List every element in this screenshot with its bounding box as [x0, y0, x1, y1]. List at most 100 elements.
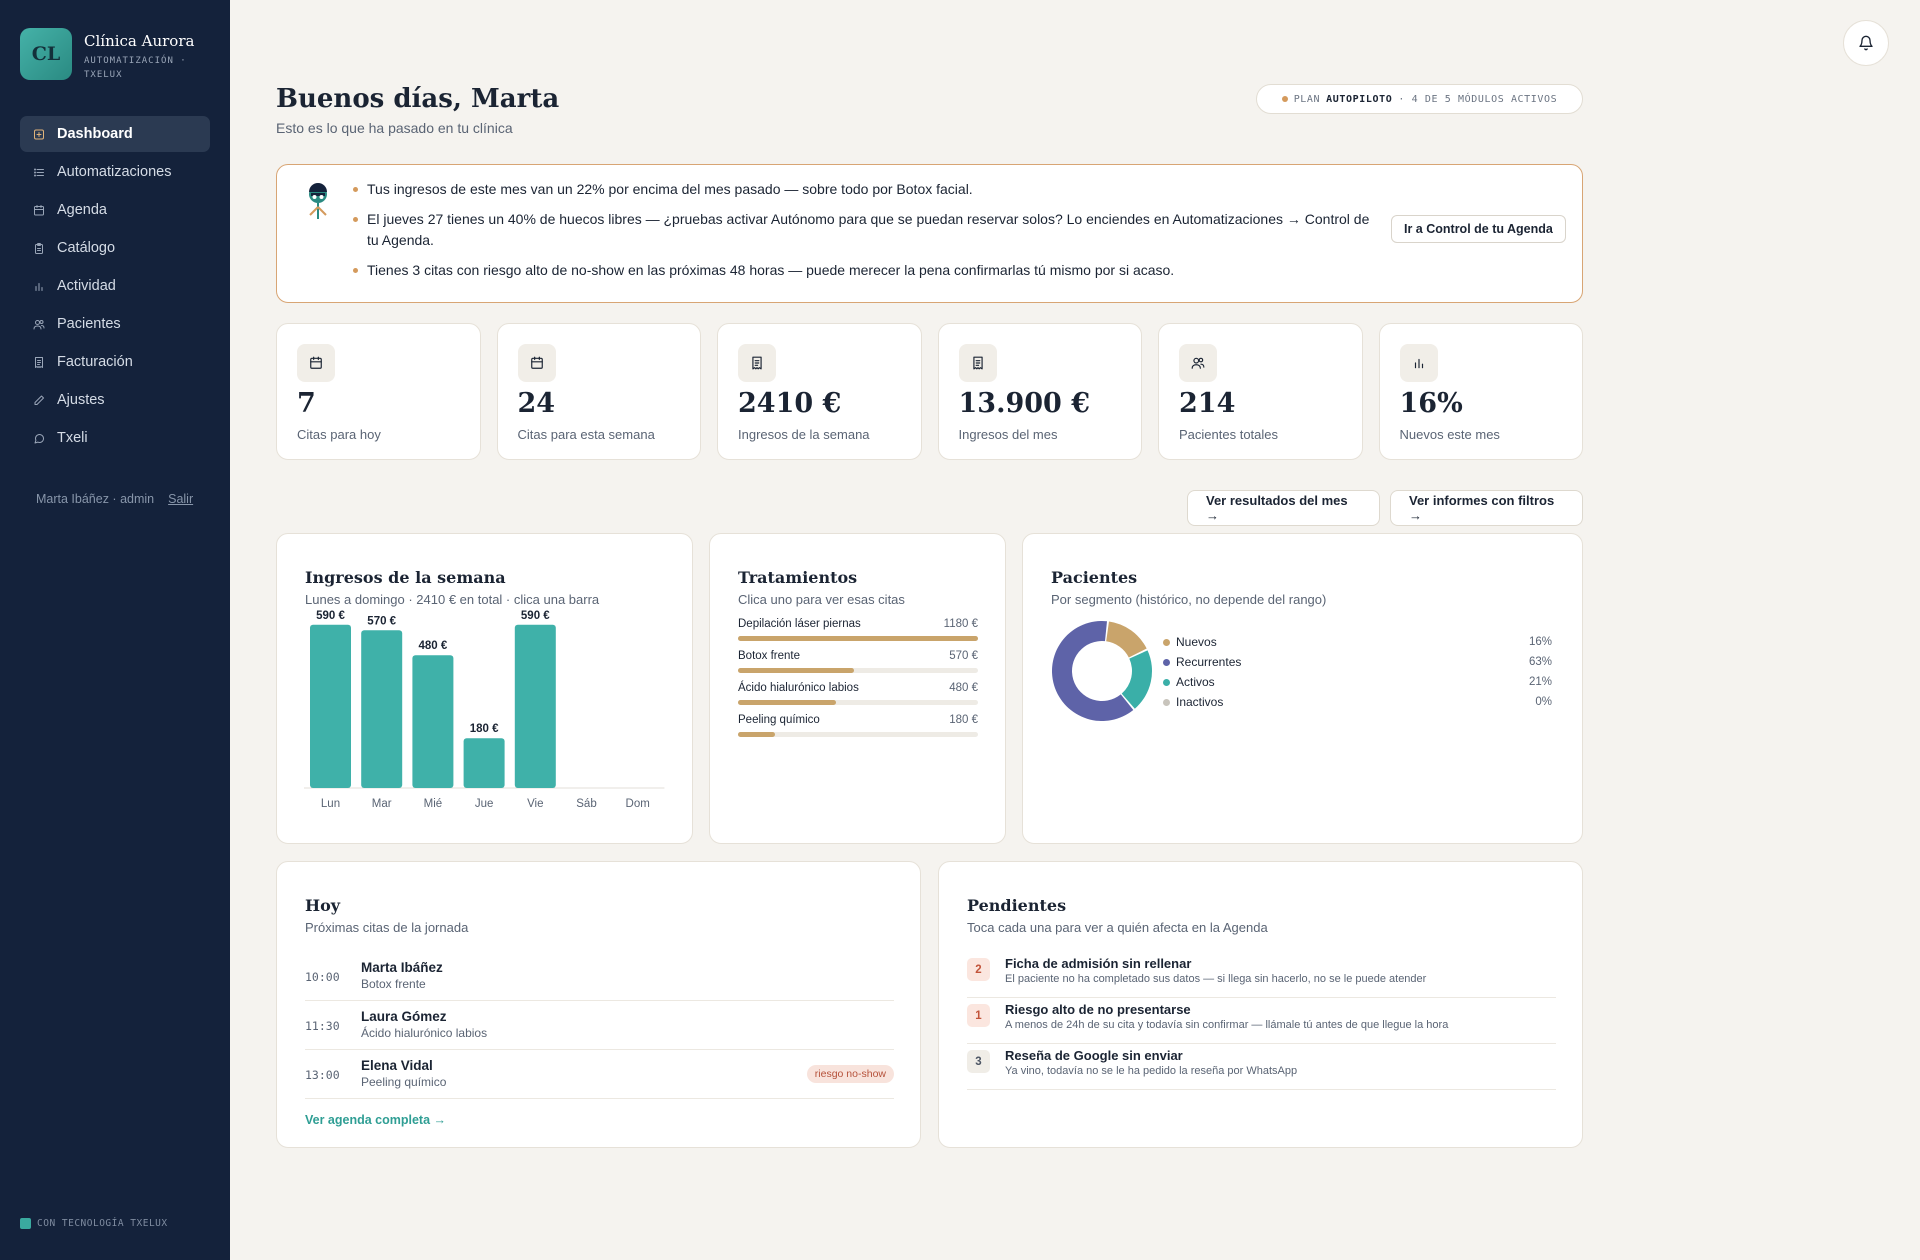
plan-modules: · 4 DE 5 MÓDULOS ACTIVOS [1398, 93, 1558, 105]
stats-row: 7 Citas para hoy 24 Citas para esta semana 2… [276, 323, 1583, 460]
patients-subtitle: Por segmento (histórico, no depende del … [1051, 592, 1327, 607]
appointment-row[interactable]: 10:00 Marta Ibáñez Botox frente [305, 952, 894, 1001]
sidebar-item-txeli[interactable]: Txeli [20, 420, 210, 456]
page-subtitle: Esto es lo que ha pasado en tu clínica [276, 120, 513, 136]
sidebar-item-facturacion[interactable]: Facturación [20, 344, 210, 380]
sidebar-item-label: Facturación [57, 354, 133, 370]
sidebar-item-pacientes[interactable]: Pacientes [20, 306, 210, 342]
plan-badge: PLAN AUTOPILOTO · 4 DE 5 MÓDULOS ACTIVOS [1256, 84, 1583, 114]
income-bar-lun[interactable] [310, 624, 351, 788]
income-bar-vie[interactable] [514, 624, 556, 788]
month-results-button[interactable]: Ver resultados del mes → [1187, 490, 1380, 526]
x-tick-label: Lun [321, 798, 340, 810]
stat-card[interactable]: 24 Citas para esta semana [496, 323, 701, 460]
pending-list: 2 Ficha de admisión sin rellenar El pacien… [967, 952, 1556, 1090]
treatment-bar-track [738, 636, 978, 641]
sidebar-item-actividad[interactable]: Actividad [20, 268, 210, 304]
treatments-list: Depilación láser piernas 1180 € Botox fren… [738, 618, 978, 746]
nav-icon-wrap [33, 356, 45, 368]
treatment-value: 1180 € [943, 618, 978, 630]
legend-dot-icon [1163, 678, 1170, 686]
stat-icon-box [738, 344, 776, 382]
sidebar-item-catalogo[interactable]: Catálogo [20, 230, 210, 266]
x-tick-label: Vie [527, 798, 543, 810]
treatment-bar-fill [738, 732, 775, 737]
legend-label: Activos [1176, 675, 1215, 689]
pending-description: A menos de 24h de su cita y todavía sin … [1005, 1019, 1449, 1031]
treatment-item[interactable]: Depilación láser piernas 1180 € [738, 618, 978, 650]
income-bar-mié[interactable] [412, 655, 454, 788]
logout-link[interactable]: Salir [168, 492, 194, 506]
patients-legend: Nuevos 16% Recurrentes 63% Activos 21% Inactiv… [1163, 632, 1552, 712]
nav-icon-wrap [33, 318, 45, 330]
stat-card[interactable]: 7 Citas para hoy [276, 323, 481, 460]
patients-donut-chart [1052, 621, 1152, 721]
filtered-reports-button[interactable]: Ver informes con filtros → [1390, 490, 1583, 526]
income-card: Ingresos de la semana Lunes a domingo · … [276, 533, 693, 844]
pending-item[interactable]: 3 Reseña de Google sin enviar Ya vino, tod… [967, 1044, 1556, 1090]
sidebar-item-label: Txeli [57, 430, 88, 446]
sidebar-item-ajustes[interactable]: Ajustes [20, 382, 210, 418]
legend-percent: 16% [1528, 636, 1552, 648]
legend-item: Recurrentes 63% [1163, 652, 1552, 672]
income-bar-mar[interactable] [361, 630, 403, 788]
bar-chart-icon [35, 282, 43, 291]
bar-value-label: 570 € [367, 615, 396, 627]
legend-dot-icon [1163, 638, 1170, 646]
nav-icon-wrap [33, 166, 45, 178]
treatment-item[interactable]: Peeling químico 180 € [738, 714, 978, 746]
treatment-item[interactable]: Botox frente 570 € [738, 650, 978, 682]
legend-dot-icon [1163, 698, 1170, 706]
donut-slice-activos[interactable] [1121, 650, 1152, 709]
full-agenda-link[interactable]: Ver agenda completa → [305, 1113, 447, 1127]
user-info: Marta Ibáñez · admin Salir [36, 492, 193, 506]
treatment-item[interactable]: Ácido hialurónico labios 480 € [738, 682, 978, 714]
stat-label: Pacientes totales [1179, 427, 1279, 442]
sidebar-item-agenda[interactable]: Agenda [20, 192, 210, 228]
treatment-bar-track [738, 668, 978, 673]
appointment-patient: Elena Vidal [361, 1058, 433, 1073]
stat-card[interactable]: 2410 € Ingresos de la semana [717, 323, 922, 460]
income-card-title: Ingresos de la semana [305, 568, 506, 587]
page-title: Buenos días, Marta [276, 84, 560, 114]
pending-item[interactable]: 2 Ficha de admisión sin rellenar El pacien… [967, 952, 1556, 998]
brand-logo: CL [20, 28, 72, 80]
treatment-name: Depilación láser piernas [738, 618, 861, 630]
appointment-row[interactable]: 11:30 Laura Gómez Ácido hialurónico labios [305, 1001, 894, 1050]
sidebar-item-dashboard[interactable]: Dashboard [20, 116, 210, 152]
treatment-value: 180 € [949, 714, 978, 726]
powered-by-text: CON TECNOLOGÍA TXELUX [37, 1218, 168, 1229]
treatments-title: Tratamientos [738, 568, 858, 587]
dashboard-icon [34, 129, 44, 139]
legend-item: Inactivos 0% [1163, 692, 1552, 712]
donut-slice-nuevos[interactable] [1106, 621, 1147, 658]
chat-icon [34, 433, 44, 443]
stat-card[interactable]: 13.900 € Ingresos del mes [937, 323, 1142, 460]
income-bar-jue[interactable] [463, 738, 505, 788]
stat-value: 2410 € [738, 388, 842, 419]
donut-slice-recurrentes[interactable] [1052, 621, 1134, 721]
pending-title: Pendientes [967, 896, 1067, 915]
treatment-value: 570 € [949, 650, 978, 662]
plan-prefix: PLAN [1293, 93, 1321, 105]
today-title: Hoy [305, 896, 341, 915]
stat-card[interactable]: 16% Nuevos este mes [1378, 323, 1583, 460]
stat-label: Citas para hoy [297, 427, 381, 442]
stat-value: 24 [517, 388, 556, 419]
sidebar-item-automatizaciones[interactable]: Automatizaciones [20, 154, 210, 190]
pending-title: Ficha de admisión sin rellenar [1005, 956, 1192, 971]
agenda-control-button[interactable]: Ir a Control de tu Agenda [1391, 215, 1566, 243]
stat-card[interactable]: 214 Pacientes totales [1158, 323, 1363, 460]
brand[interactable]: CL Clínica Aurora AUTOMATIZACIÓN · TXELU… [20, 28, 202, 82]
legend-dot-icon [1163, 658, 1170, 666]
appointment-row[interactable]: 13:00 Elena Vidal Peeling químico riesgo no… [305, 1050, 894, 1099]
bar-value-label: 590 € [316, 610, 345, 622]
nav-icon-wrap [33, 394, 45, 406]
notifications-button[interactable] [1843, 20, 1889, 66]
pending-item[interactable]: 1 Riesgo alto de no presentarse A menos de… [967, 998, 1556, 1044]
sidebar: CL Clínica Aurora AUTOMATIZACIÓN · TXELU… [0, 0, 230, 1260]
treatments-subtitle: Clica uno para ver esas citas [738, 592, 905, 607]
pending-card: Pendientes Toca cada una para ver a quié… [938, 861, 1583, 1148]
treatment-bar-track [738, 700, 978, 705]
user-name: Marta Ibáñez · admin [36, 492, 155, 506]
